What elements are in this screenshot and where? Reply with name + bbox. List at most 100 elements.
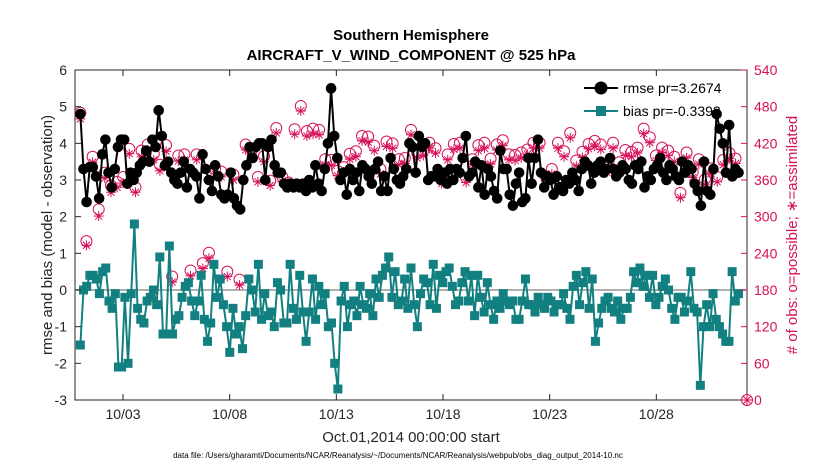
asterisk-stroke (94, 212, 103, 220)
rmse-point (479, 189, 490, 200)
rmse-point (419, 138, 431, 149)
bias-point (352, 311, 362, 321)
y-tick-label: 1 (59, 245, 67, 261)
bias-point (91, 274, 101, 284)
rmse-point (90, 171, 102, 182)
bias-point (139, 318, 149, 328)
rmse-point (507, 200, 519, 211)
rmse-point (75, 108, 86, 120)
bias-point (660, 274, 670, 284)
rmse-point (491, 193, 503, 204)
asterisk-stroke (676, 193, 685, 202)
obs-assimilated-point (295, 105, 306, 116)
bias-point (648, 270, 658, 280)
bias-point (381, 263, 391, 273)
bias-point (457, 278, 467, 288)
bias-point (416, 289, 426, 299)
bias-point (206, 318, 216, 328)
chart-subtitle: AIRCRAFT_V_WIND_COMPONENT @ 525 hPa (247, 47, 577, 64)
bias-point (565, 314, 575, 324)
rmse-point (175, 167, 186, 178)
x-tick-label: 10/28 (639, 406, 674, 422)
bias-point (272, 278, 282, 288)
obs-assimilated-point (448, 144, 459, 155)
data-file-footnote: data file: /Users/gharamti/Documents/NCA… (173, 451, 623, 460)
asterisk-stroke (407, 130, 415, 139)
asterisk-stroke (296, 107, 305, 115)
bias-point (314, 281, 324, 291)
rmse-point (639, 182, 650, 193)
bias-point (705, 322, 715, 332)
bias-point (578, 278, 588, 288)
bias-point (581, 267, 591, 277)
rmse-point (711, 108, 722, 120)
bias-point (368, 311, 378, 321)
bias-point (406, 263, 416, 273)
bias-point (482, 278, 492, 288)
rmse-point (275, 167, 287, 178)
bias-point (444, 263, 454, 273)
rmse-point (626, 178, 638, 189)
x-tick-label: 10/23 (532, 406, 567, 422)
rmse-point (209, 160, 221, 171)
bias-point (702, 300, 712, 310)
bias-point (304, 307, 314, 317)
bias-point (422, 278, 432, 288)
bias-point (438, 278, 448, 288)
rmse-point (96, 149, 108, 160)
x-tick-label: 10/13 (319, 406, 354, 422)
y-tick-label: 0 (59, 282, 67, 298)
bias-point (435, 270, 445, 280)
bias-point (384, 252, 394, 262)
asterisk-stroke (382, 142, 391, 151)
bias-point (365, 289, 375, 299)
bias-point (664, 285, 674, 295)
asterisk-stroke (480, 144, 489, 153)
bias-point (209, 259, 219, 269)
rmse-point (87, 161, 99, 173)
rmse-point (551, 171, 563, 182)
asterisk-stroke (223, 272, 232, 281)
bias-point (266, 307, 276, 317)
obs-assimilated-point (608, 143, 619, 154)
obs-assimilated-point (626, 151, 637, 162)
bias-point (107, 303, 117, 313)
rmse-point (407, 141, 418, 153)
bias-point (613, 296, 623, 306)
bias-point (75, 340, 85, 350)
bias-point (724, 336, 734, 346)
asterisk-stroke (560, 152, 568, 161)
bias-point (101, 263, 111, 273)
rmse-point (454, 167, 465, 178)
obs-assimilated-point (565, 132, 576, 143)
rmse-point (661, 174, 672, 186)
rmse-point (153, 105, 164, 116)
y-tick-label: -3 (55, 392, 68, 408)
asterisk-stroke (352, 152, 360, 161)
asterisk-stroke (566, 133, 575, 142)
bias-point (470, 311, 480, 321)
obs-assimilated-point (632, 148, 643, 159)
y-tick-label: 4 (59, 135, 67, 151)
rmse-point (118, 134, 130, 145)
chart-title: Southern Hemisphere (333, 27, 489, 44)
bias-point (330, 358, 340, 368)
bias-point (463, 296, 473, 306)
obs-assimilated-point (387, 143, 398, 154)
bias-point (241, 311, 251, 321)
rmse-point (247, 152, 259, 164)
bias-point (616, 314, 626, 324)
bias-point (320, 289, 330, 299)
legend-rmse-marker (594, 81, 608, 95)
bias-point (94, 289, 104, 299)
bias-point (129, 219, 139, 229)
asterisk-stroke (590, 142, 599, 151)
bias-point (276, 285, 286, 295)
asterisk-stroke (517, 154, 526, 162)
rmse-point (705, 189, 716, 200)
rmse-point (520, 193, 531, 204)
rmse-point (504, 189, 516, 200)
bias-point (285, 259, 295, 269)
rmse-point (106, 182, 117, 193)
y-tick-label: 6 (59, 62, 67, 78)
